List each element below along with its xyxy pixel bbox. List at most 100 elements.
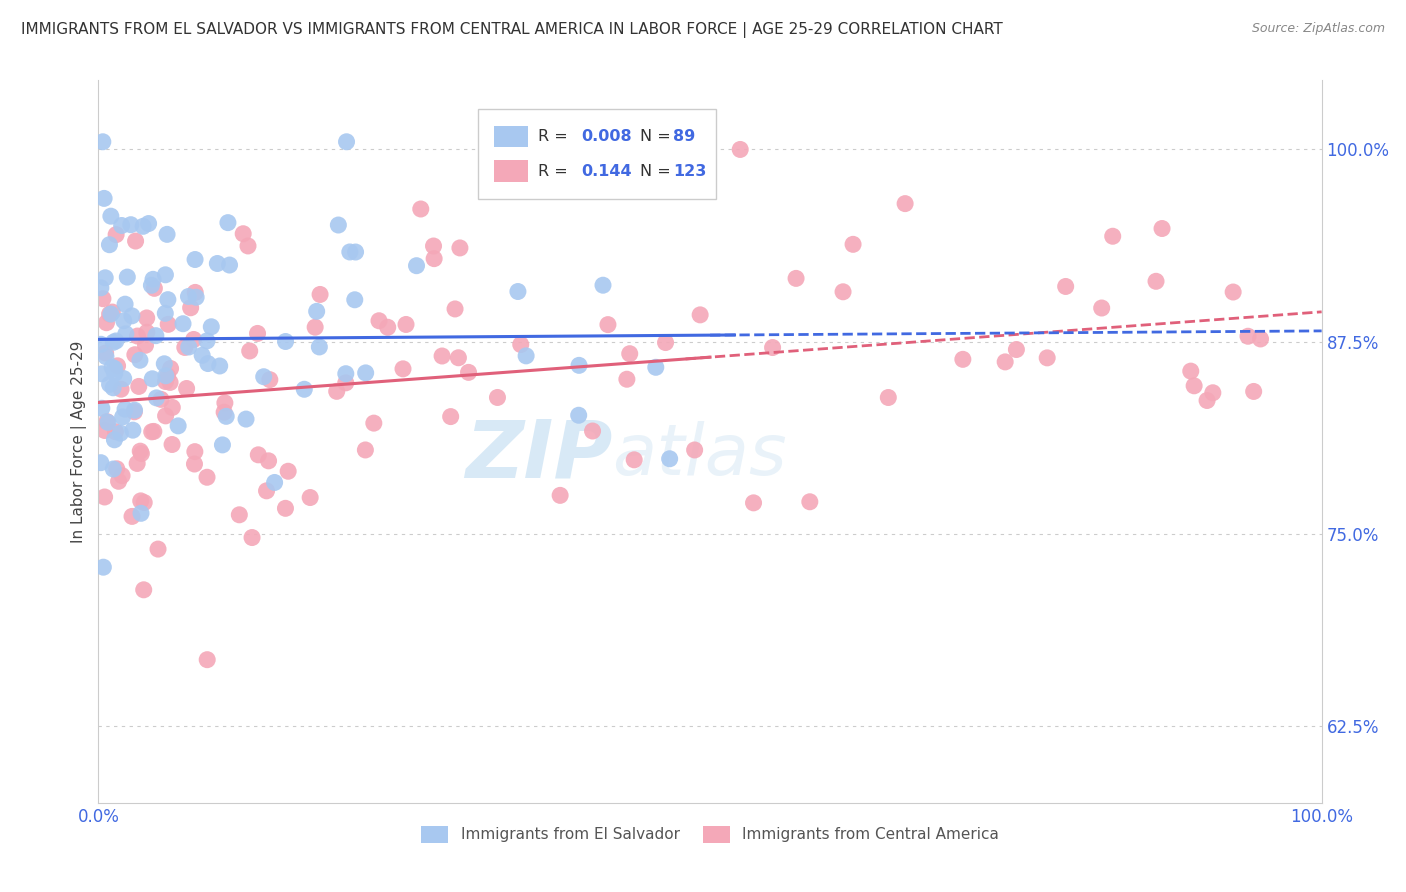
Point [395,318,418,332]
Point [104,361,127,376]
Point [195,653,218,667]
Point [689,308,711,322]
Point [90,367,112,381]
Point [761,341,783,355]
Point [162,401,184,415]
Point [156,293,179,307]
Point [211,438,233,452]
Point [214,396,236,410]
Point [104,425,127,439]
Point [112,371,135,385]
Point [155,268,177,282]
Point [515,349,537,363]
Point [153,357,176,371]
Point [197,357,219,371]
Point [94,270,117,285]
Point [145,391,167,405]
Point [877,391,900,405]
Point [183,457,205,471]
Point [93,191,115,205]
Point [259,373,281,387]
Point [246,326,269,341]
Point [93,424,115,438]
Point [994,355,1017,369]
Point [832,285,855,299]
Point [217,216,239,230]
Point [143,281,166,295]
Point [1237,329,1260,343]
Point [124,348,146,362]
Point [449,241,471,255]
Point [141,278,163,293]
Point [596,318,619,332]
Point [96,415,118,429]
Point [309,287,332,301]
Point [212,405,235,419]
Point [90,401,112,416]
Point [183,333,205,347]
Point [335,376,357,390]
Point [1054,279,1077,293]
Point [1243,384,1265,399]
Text: Source: ZipAtlas.com: Source: ZipAtlas.com [1251,22,1385,36]
Point [93,560,115,574]
Point [155,409,177,423]
Point [1222,285,1244,299]
Point [94,346,117,360]
Point [335,367,357,381]
Point [368,314,391,328]
Point [132,219,155,234]
Point [96,316,118,330]
Point [581,424,603,438]
Point [177,340,200,354]
Point [100,209,122,223]
Legend: Immigrants from El Salvador, Immigrants from Central America: Immigrants from El Salvador, Immigrants … [415,820,1005,849]
Point [112,314,135,328]
Point [94,350,117,364]
Text: 89: 89 [673,129,696,145]
Point [98,307,121,321]
Point [422,239,444,253]
Point [128,379,150,393]
Point [111,409,134,424]
Point [104,367,127,381]
Point [200,319,222,334]
Point [127,457,149,471]
Point [335,135,357,149]
Point [405,259,427,273]
Point [103,335,125,350]
Point [218,258,240,272]
Point [111,468,134,483]
Point [1180,364,1202,378]
Point [129,494,152,508]
Point [1150,221,1173,235]
Point [105,462,128,476]
Point [274,501,297,516]
Point [1091,301,1114,315]
Point [100,307,122,321]
Point [101,305,124,319]
Point [101,381,124,395]
Point [486,391,509,405]
Text: 123: 123 [673,164,707,178]
Point [155,368,177,383]
Point [121,423,143,437]
Point [444,301,467,316]
Point [157,318,180,332]
Point [142,425,165,439]
Point [120,218,142,232]
Point [91,292,114,306]
Point [299,491,322,505]
Point [228,508,250,522]
Point [114,402,136,417]
Point [215,409,238,424]
Point [101,360,124,375]
Text: 0.008: 0.008 [582,129,633,145]
Point [506,285,529,299]
Point [240,531,263,545]
Point [129,353,152,368]
Point [1182,379,1205,393]
Point [292,382,315,396]
Point [277,464,299,478]
Point [155,375,177,389]
